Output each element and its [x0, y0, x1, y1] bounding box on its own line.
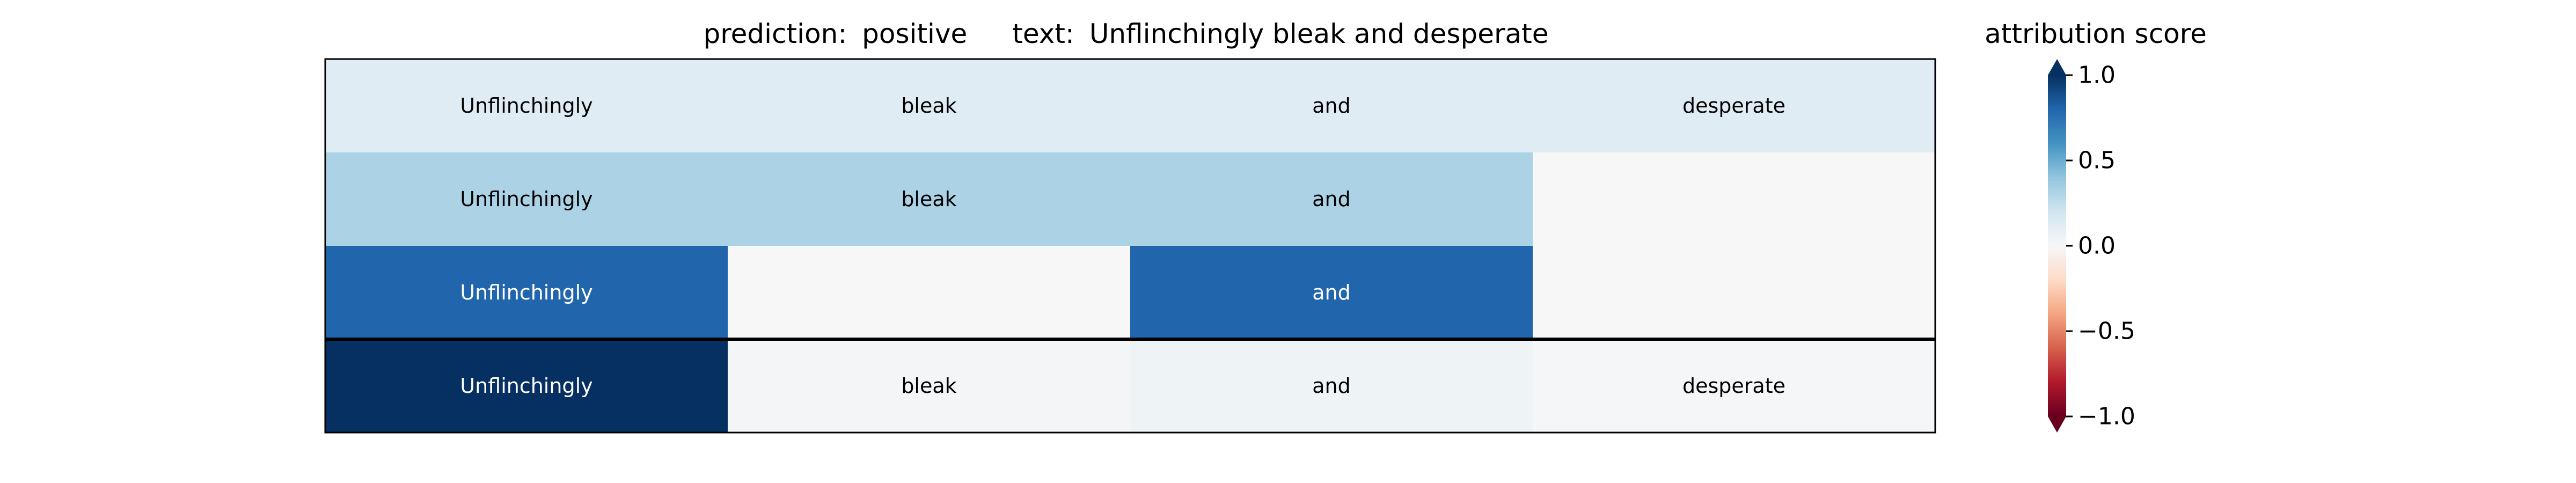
title-text-label: text: [1012, 18, 1074, 49]
plot-frame [324, 58, 1936, 434]
heatmap-cell [1533, 339, 1936, 433]
colorbar-extend-max [2048, 59, 2066, 75]
colorbar-extend-min [2048, 416, 2066, 433]
heatmap-cell [325, 339, 728, 433]
token-label: and [1312, 187, 1351, 211]
title-text-value: Unflinchingly bleak and desperate [1089, 18, 1549, 49]
heatmap-cell [728, 152, 1131, 246]
heatmap-cell [325, 59, 728, 153]
token-label: bleak [901, 374, 956, 398]
heatmap-cell [728, 59, 1131, 153]
heatmap-cell [1533, 152, 1936, 246]
heatmap-cell [1533, 246, 1936, 340]
colorbar-label: attribution score [1985, 18, 2207, 49]
title-prediction-label: prediction: [703, 18, 847, 49]
heatmap-cell [1130, 246, 1533, 340]
colorbar-gradient [2048, 75, 2066, 416]
colorbar-tick-label: −1.0 [2078, 403, 2135, 430]
token-label: bleak [901, 94, 956, 118]
heatmap-cell [325, 152, 728, 246]
heatmap-cell [1130, 152, 1533, 246]
colorbar-tick-label: 0.0 [2078, 232, 2116, 260]
token-label: desperate [1682, 374, 1785, 398]
heatmap-cell [1130, 59, 1533, 153]
heatmap-cell [728, 246, 1131, 340]
colorbar-tick-label: 0.5 [2078, 147, 2116, 174]
token-label: and [1312, 94, 1351, 118]
heatmap-cell [728, 339, 1131, 433]
heatmap-cell [1130, 339, 1533, 433]
heatmap-cell [325, 246, 728, 340]
title-prediction-value: positive [862, 18, 967, 49]
token-label: and [1312, 374, 1351, 398]
colorbar [2048, 59, 2066, 433]
token-label: Unflinchingly [460, 94, 592, 118]
heatmap-cell [1533, 59, 1936, 153]
token-label: desperate [1682, 94, 1785, 118]
colorbar-tick-label: 1.0 [2078, 62, 2116, 89]
token-label: Unflinchingly [460, 281, 592, 304]
heatmap-token-labels: Unflinchingly bleak and desperate Unflinchin… [460, 94, 1785, 398]
colorbar-ticks: 1.0 0.5 0.0 −0.5 −1.0 [2066, 62, 2135, 430]
heatmap-cells [325, 59, 1936, 433]
chart-title: prediction: positive text: Unflinchingly bl… [703, 18, 1548, 49]
token-label: bleak [901, 187, 956, 211]
colorbar-tick-label: −0.5 [2078, 318, 2135, 345]
token-label: Unflinchingly [460, 374, 592, 398]
token-label: and [1312, 281, 1351, 304]
token-label: Unflinchingly [460, 187, 592, 211]
